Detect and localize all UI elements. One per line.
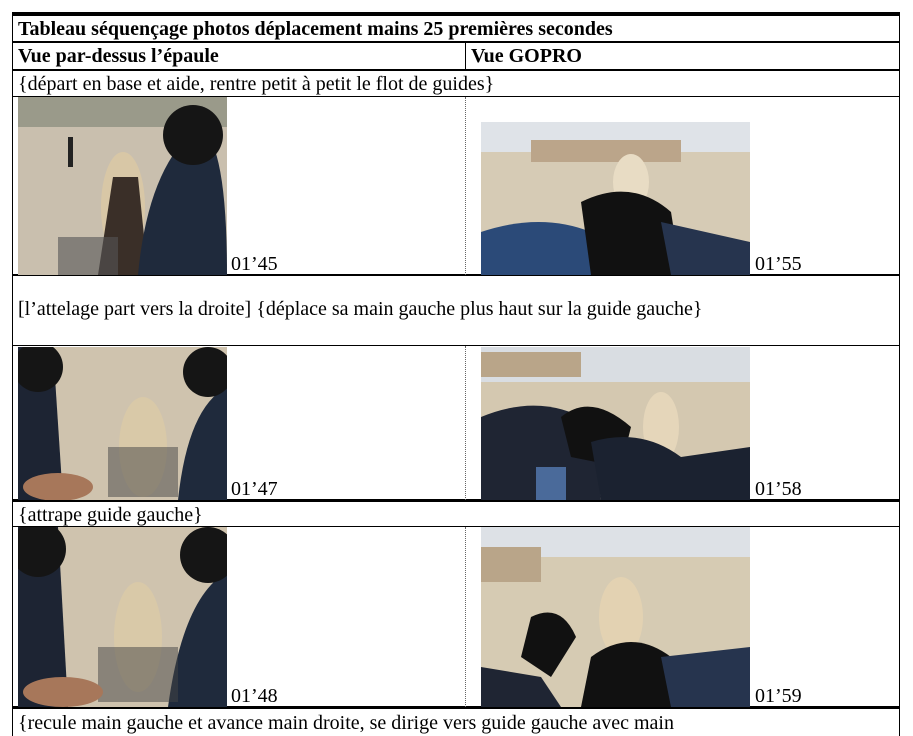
rule — [12, 499, 900, 502]
header: Vue GOPRO — [471, 45, 582, 67]
photo — [481, 122, 750, 275]
timestamp: 01’45 — [231, 253, 278, 275]
rule — [12, 12, 900, 16]
photo — [481, 347, 750, 500]
caption: {départ en base et aide, rentre petit à … — [18, 73, 495, 95]
photo — [18, 347, 227, 500]
rule — [12, 12, 13, 736]
timestamp: 01’59 — [755, 685, 802, 707]
timestamp: 01’47 — [231, 478, 278, 500]
header: Vue par-dessus l’épaule — [18, 45, 219, 67]
rule — [465, 42, 466, 70]
rule — [12, 706, 900, 709]
photo — [18, 527, 227, 707]
rule — [899, 12, 900, 736]
rule — [12, 41, 900, 43]
rule — [12, 274, 900, 276]
timestamp: 01’48 — [231, 685, 278, 707]
rule — [12, 96, 900, 97]
photo — [481, 527, 750, 707]
divider — [465, 346, 466, 500]
divider — [465, 97, 466, 275]
rule — [12, 526, 900, 527]
title: Tableau séquençage photos déplacement ma… — [18, 18, 613, 40]
photo — [18, 97, 227, 275]
caption: {attrape guide gauche} — [18, 504, 203, 526]
timestamp: 01’58 — [755, 478, 802, 500]
caption: {recule main gauche et avance main droit… — [18, 712, 674, 734]
rule — [12, 69, 900, 71]
timestamp: 01’55 — [755, 253, 802, 275]
rule — [12, 345, 900, 346]
divider — [465, 527, 466, 707]
caption: [l’attelage part vers la droite] {déplac… — [18, 298, 703, 320]
